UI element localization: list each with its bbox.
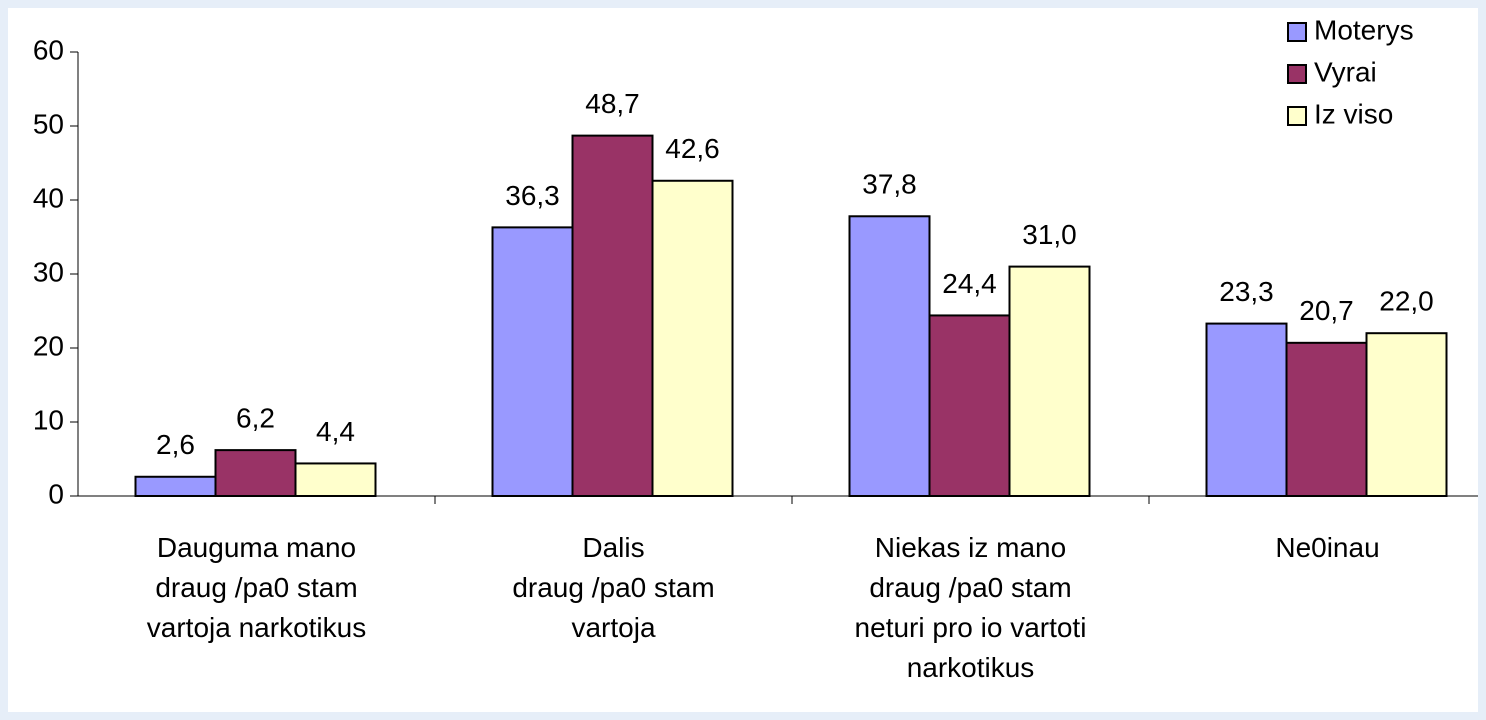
- x-tick-label: Dauguma mano draug /pa0 stam vartoja nar…: [146, 532, 367, 643]
- data-label: 36,3: [505, 180, 560, 211]
- bar: [491, 226, 574, 497]
- bar: [571, 134, 654, 497]
- data-label: 42,6: [665, 133, 720, 164]
- legend-label: Moterys: [1314, 14, 1414, 45]
- bar: [651, 179, 734, 497]
- y-tick-label: 50: [33, 108, 64, 139]
- data-label: 23,3: [1219, 276, 1274, 307]
- legend-swatch: [1287, 106, 1307, 126]
- legend-swatch: [1287, 22, 1307, 42]
- data-label: 20,7: [1299, 295, 1354, 326]
- x-tick-label: Niekas iz mano draug /pa0 stam neturi pr…: [854, 532, 1087, 683]
- x-tick-label: Dalis draug /pa0 stam vartoja: [512, 532, 715, 643]
- data-label: 48,7: [585, 88, 640, 119]
- bar: [1205, 322, 1288, 497]
- legend-label: Vyrai: [1314, 56, 1377, 87]
- data-label: 6,2: [236, 403, 275, 434]
- legend-swatch: [1287, 64, 1307, 84]
- bar: [1008, 265, 1091, 497]
- bar: [134, 475, 217, 498]
- x-tick-label: Ne0inau: [1275, 532, 1380, 563]
- data-label: 37,8: [862, 169, 917, 200]
- y-tick-label: 20: [33, 330, 64, 361]
- data-label: 24,4: [942, 268, 997, 299]
- data-label: 4,4: [316, 416, 355, 447]
- data-label: 2,6: [156, 429, 195, 460]
- bar: [928, 314, 1011, 497]
- y-tick-label: 0: [48, 478, 64, 509]
- bar: [214, 449, 297, 497]
- y-tick-label: 30: [33, 256, 64, 287]
- data-label: 31,0: [1022, 219, 1077, 250]
- bar: [294, 462, 377, 498]
- data-label: 22,0: [1379, 286, 1434, 317]
- y-tick-label: 40: [33, 182, 64, 213]
- bar: [1365, 332, 1448, 498]
- y-tick-label: 10: [33, 404, 64, 435]
- bar: [1285, 341, 1368, 497]
- y-tick-label: 60: [33, 34, 64, 65]
- bar: [848, 215, 931, 497]
- legend-label: Iz viso: [1314, 98, 1393, 129]
